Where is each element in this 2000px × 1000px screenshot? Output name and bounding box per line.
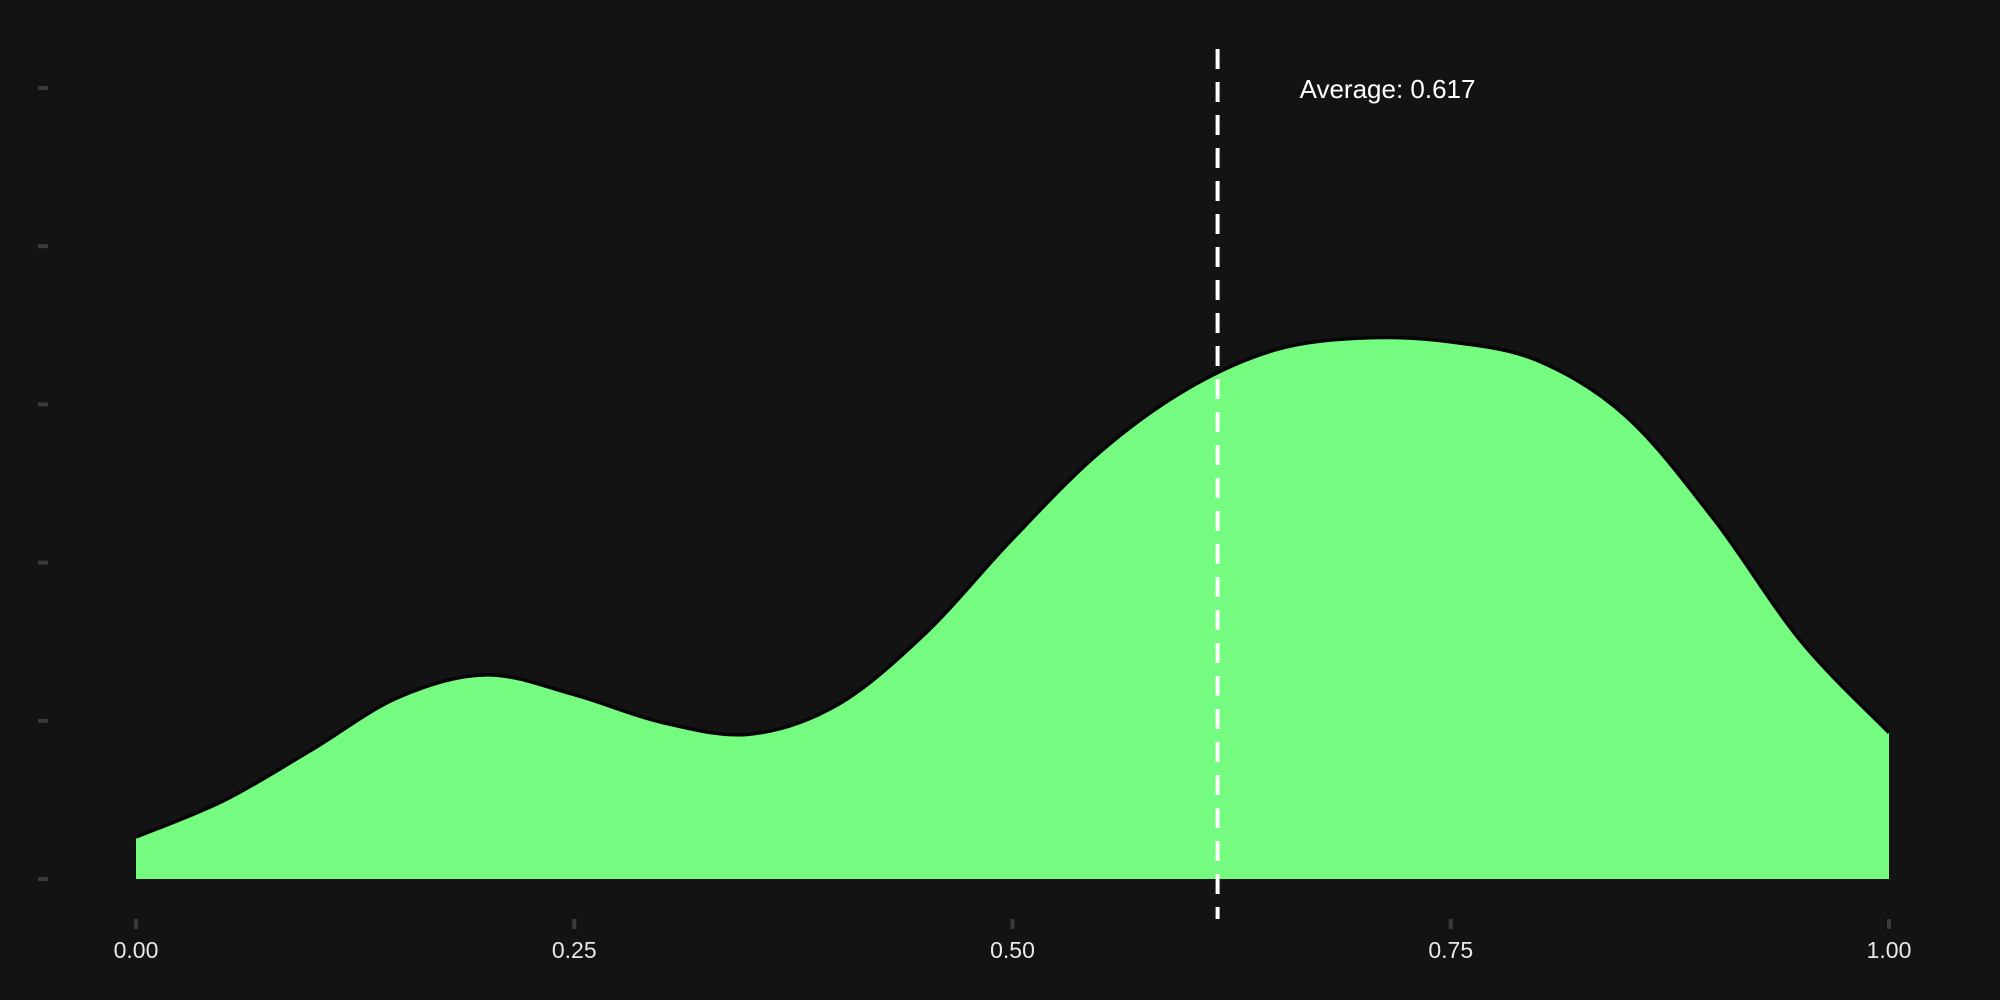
annotation-layer: Average: 0.617 xyxy=(1215,49,1476,919)
x-tick-label: 0.50 xyxy=(990,937,1035,963)
x-tick-label: 1.00 xyxy=(1867,937,1912,963)
x-axis-ticks: 0.00 0.25 0.50 0.75 1.00 xyxy=(114,919,1912,963)
y-axis-ticks xyxy=(38,86,48,881)
density-area-fill xyxy=(136,337,1889,879)
x-tick-label: 0.00 xyxy=(114,937,159,963)
x-tick-label: 0.25 xyxy=(552,937,597,963)
density-curve-line xyxy=(135,335,1891,839)
series-layer xyxy=(135,335,1891,879)
average-label: Average: 0.617 xyxy=(1300,74,1476,104)
x-tick-label: 0.75 xyxy=(1428,937,1473,963)
